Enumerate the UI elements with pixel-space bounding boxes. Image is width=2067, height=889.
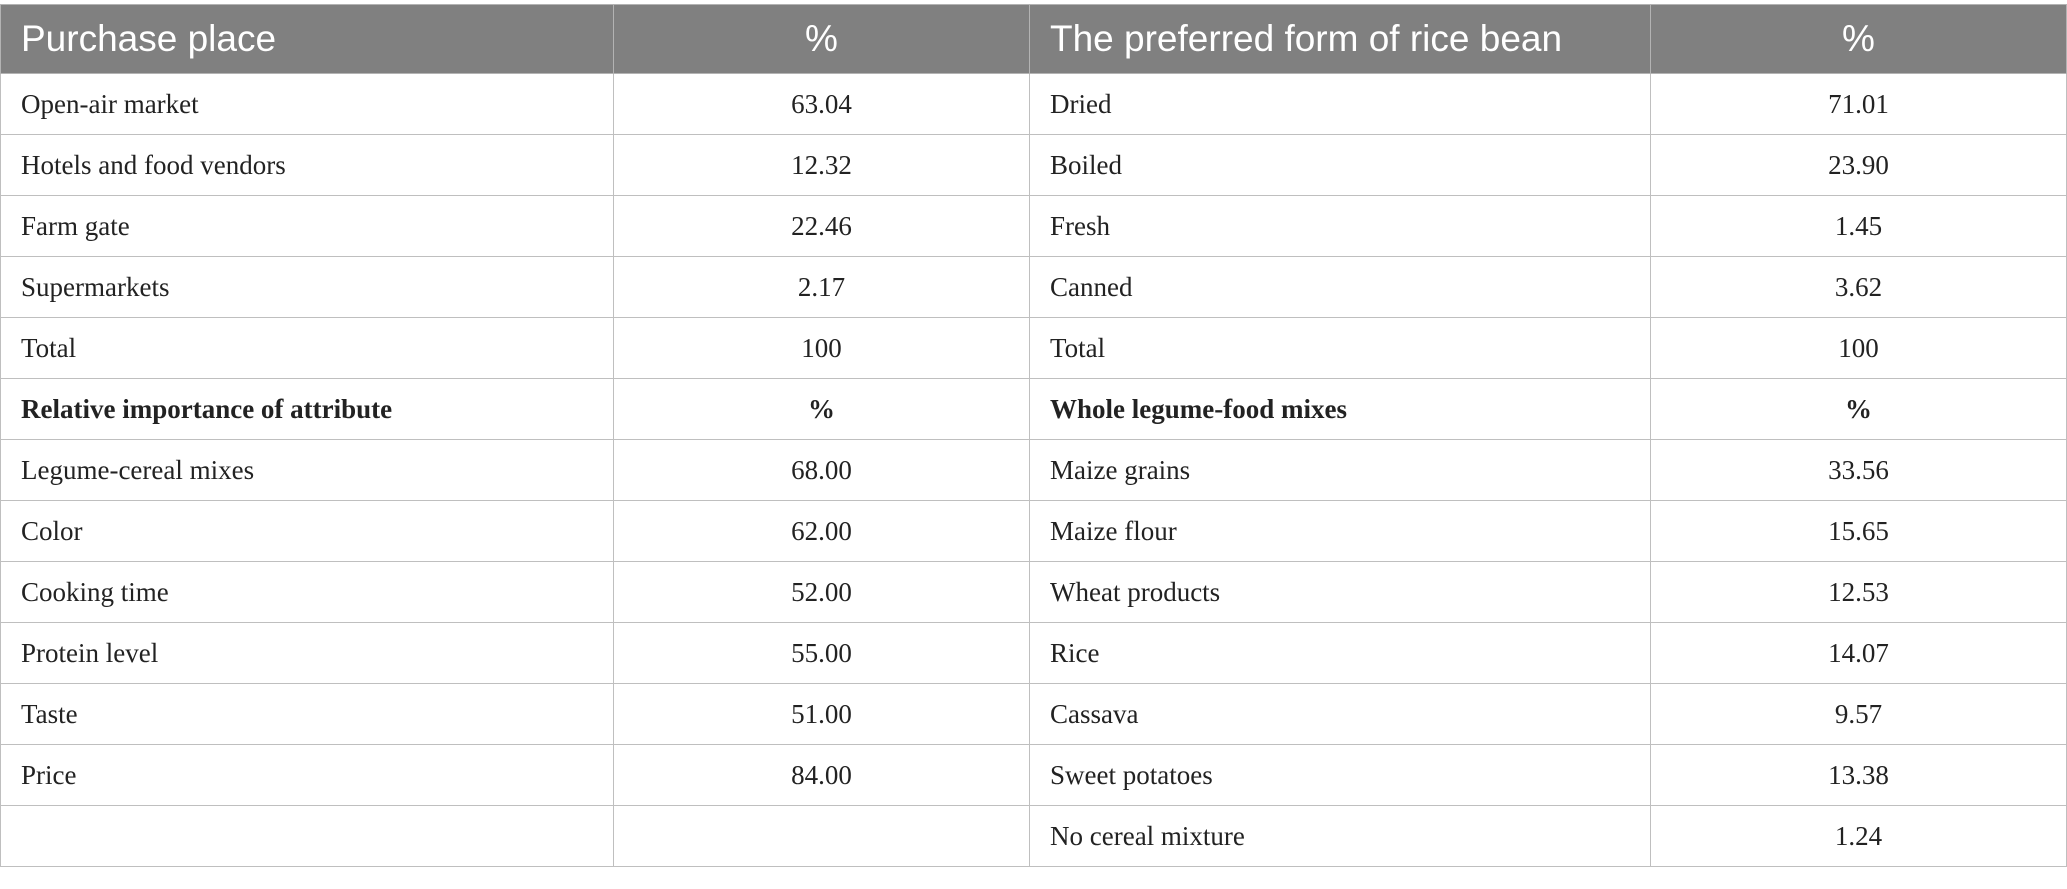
cell-label: Total xyxy=(1029,317,1651,379)
cell-label: Legume-cereal mixes xyxy=(0,439,614,501)
subheader-label: Whole legume-food mixes xyxy=(1029,378,1651,440)
cell-label: Total xyxy=(0,317,614,379)
cell-label: Cassava xyxy=(1029,683,1651,745)
table-row: Price 84.00 Sweet potatoes 13.38 xyxy=(0,744,2067,806)
cell-value: 23.90 xyxy=(1650,134,2067,196)
cell-value: 84.00 xyxy=(613,744,1030,806)
cell-value: 13.38 xyxy=(1650,744,2067,806)
cell-label: Maize flour xyxy=(1029,500,1651,562)
cell-value: 71.01 xyxy=(1650,73,2067,135)
table-row: Cooking time 52.00 Wheat products 12.53 xyxy=(0,561,2067,623)
cell-value: 68.00 xyxy=(613,439,1030,501)
cell-value: 3.62 xyxy=(1650,256,2067,318)
cell-label: Hotels and food vendors xyxy=(0,134,614,196)
cell-label xyxy=(0,805,614,867)
table-row: Taste 51.00 Cassava 9.57 xyxy=(0,683,2067,745)
subheader-percent: % xyxy=(613,378,1030,440)
cell-value: 15.65 xyxy=(1650,500,2067,562)
cell-value: 52.00 xyxy=(613,561,1030,623)
cell-value: 14.07 xyxy=(1650,622,2067,684)
header-percent: % xyxy=(613,4,1030,74)
table-row: Farm gate 22.46 Fresh 1.45 xyxy=(0,195,2067,257)
header-preferred-form: The preferred form of rice bean xyxy=(1029,4,1651,74)
cell-value: 22.46 xyxy=(613,195,1030,257)
cell-label: Color xyxy=(0,500,614,562)
table-header: Purchase place % The preferred form of r… xyxy=(0,4,2067,74)
header-purchase-place: Purchase place xyxy=(0,4,614,74)
cell-value: 100 xyxy=(613,317,1030,379)
cell-value: 33.56 xyxy=(1650,439,2067,501)
header-row: Purchase place % The preferred form of r… xyxy=(0,4,2067,74)
table-row: Protein level 55.00 Rice 14.07 xyxy=(0,622,2067,684)
table-row: Total 100 Total 100 xyxy=(0,317,2067,379)
subheader-row: Relative importance of attribute % Whole… xyxy=(0,378,2067,440)
cell-value: 62.00 xyxy=(613,500,1030,562)
data-table: Purchase place % The preferred form of r… xyxy=(0,4,2067,867)
cell-label: Cooking time xyxy=(0,561,614,623)
cell-value: 2.17 xyxy=(613,256,1030,318)
cell-value: 100 xyxy=(1650,317,2067,379)
header-percent: % xyxy=(1650,4,2067,74)
cell-label: Canned xyxy=(1029,256,1651,318)
cell-label: Open-air market xyxy=(0,73,614,135)
cell-value: 12.32 xyxy=(613,134,1030,196)
cell-label: Price xyxy=(0,744,614,806)
table-row: Color 62.00 Maize flour 15.65 xyxy=(0,500,2067,562)
cell-label: Fresh xyxy=(1029,195,1651,257)
cell-label: Farm gate xyxy=(0,195,614,257)
table-row: Hotels and food vendors 12.32 Boiled 23.… xyxy=(0,134,2067,196)
cell-value: 63.04 xyxy=(613,73,1030,135)
cell-label: Wheat products xyxy=(1029,561,1651,623)
subheader-label: Relative importance of attribute xyxy=(0,378,614,440)
subheader-percent: % xyxy=(1650,378,2067,440)
cell-label: Supermarkets xyxy=(0,256,614,318)
cell-label: No cereal mixture xyxy=(1029,805,1651,867)
table-row: Open-air market 63.04 Dried 71.01 xyxy=(0,73,2067,135)
cell-value: 55.00 xyxy=(613,622,1030,684)
cell-label: Boiled xyxy=(1029,134,1651,196)
cell-label: Dried xyxy=(1029,73,1651,135)
cell-label: Taste xyxy=(0,683,614,745)
table-row: No cereal mixture 1.24 xyxy=(0,805,2067,867)
cell-value xyxy=(613,805,1030,867)
cell-value: 9.57 xyxy=(1650,683,2067,745)
cell-value: 1.24 xyxy=(1650,805,2067,867)
table-row: Legume-cereal mixes 68.00 Maize grains 3… xyxy=(0,439,2067,501)
cell-value: 1.45 xyxy=(1650,195,2067,257)
table-row: Supermarkets 2.17 Canned 3.62 xyxy=(0,256,2067,318)
cell-label: Protein level xyxy=(0,622,614,684)
cell-label: Maize grains xyxy=(1029,439,1651,501)
cell-label: Sweet potatoes xyxy=(1029,744,1651,806)
cell-label: Rice xyxy=(1029,622,1651,684)
cell-value: 51.00 xyxy=(613,683,1030,745)
cell-value: 12.53 xyxy=(1650,561,2067,623)
table-body: Open-air market 63.04 Dried 71.01 Hotels… xyxy=(0,73,2067,867)
